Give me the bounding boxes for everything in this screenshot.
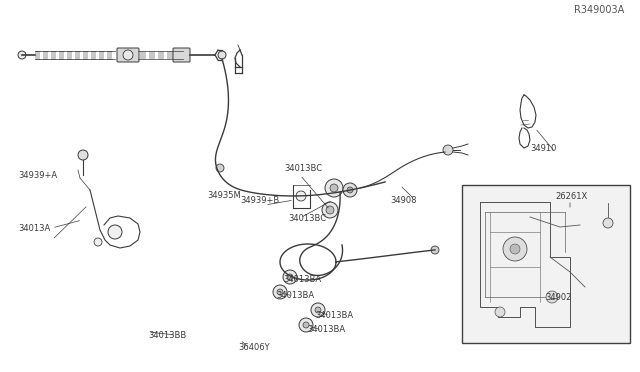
Circle shape xyxy=(108,225,122,239)
Text: 36406Y: 36406Y xyxy=(238,343,269,353)
Text: 34902: 34902 xyxy=(545,294,572,302)
Text: 34013A: 34013A xyxy=(18,224,51,232)
Text: 34013BC: 34013BC xyxy=(284,164,322,173)
Circle shape xyxy=(123,50,133,60)
Circle shape xyxy=(503,237,527,261)
Circle shape xyxy=(218,51,226,59)
Text: 34935M: 34935M xyxy=(207,190,241,199)
Circle shape xyxy=(495,307,505,317)
Text: 34013BC: 34013BC xyxy=(288,214,326,222)
Circle shape xyxy=(299,318,313,332)
Text: 34013BB: 34013BB xyxy=(148,330,186,340)
Circle shape xyxy=(347,187,353,193)
Circle shape xyxy=(296,191,306,201)
Text: 34013BA: 34013BA xyxy=(276,292,314,301)
Circle shape xyxy=(326,206,334,214)
Text: 34908: 34908 xyxy=(390,196,417,205)
Circle shape xyxy=(277,289,283,295)
Circle shape xyxy=(510,244,520,254)
FancyBboxPatch shape xyxy=(173,48,190,62)
Circle shape xyxy=(94,238,102,246)
Text: 34013BA: 34013BA xyxy=(307,326,345,334)
Circle shape xyxy=(546,291,558,303)
Circle shape xyxy=(315,307,321,313)
Circle shape xyxy=(273,285,287,299)
Circle shape xyxy=(287,274,293,280)
Circle shape xyxy=(311,303,325,317)
Text: 34013BA: 34013BA xyxy=(315,311,353,321)
Circle shape xyxy=(325,179,343,197)
Circle shape xyxy=(443,145,453,155)
Text: 34939+B: 34939+B xyxy=(240,196,279,205)
Text: R349003A: R349003A xyxy=(573,5,624,15)
Circle shape xyxy=(330,184,338,192)
Text: 34939+A: 34939+A xyxy=(18,170,57,180)
FancyBboxPatch shape xyxy=(462,185,630,343)
Circle shape xyxy=(322,202,338,218)
Circle shape xyxy=(78,150,88,160)
Text: 26261X: 26261X xyxy=(555,192,588,201)
Circle shape xyxy=(343,183,357,197)
Circle shape xyxy=(283,270,297,284)
Circle shape xyxy=(216,164,224,172)
Text: 34013BA: 34013BA xyxy=(283,276,321,285)
Circle shape xyxy=(431,246,439,254)
Text: 34910: 34910 xyxy=(530,144,556,153)
Circle shape xyxy=(303,322,309,328)
FancyBboxPatch shape xyxy=(117,48,139,62)
Circle shape xyxy=(603,218,613,228)
Circle shape xyxy=(18,51,26,59)
